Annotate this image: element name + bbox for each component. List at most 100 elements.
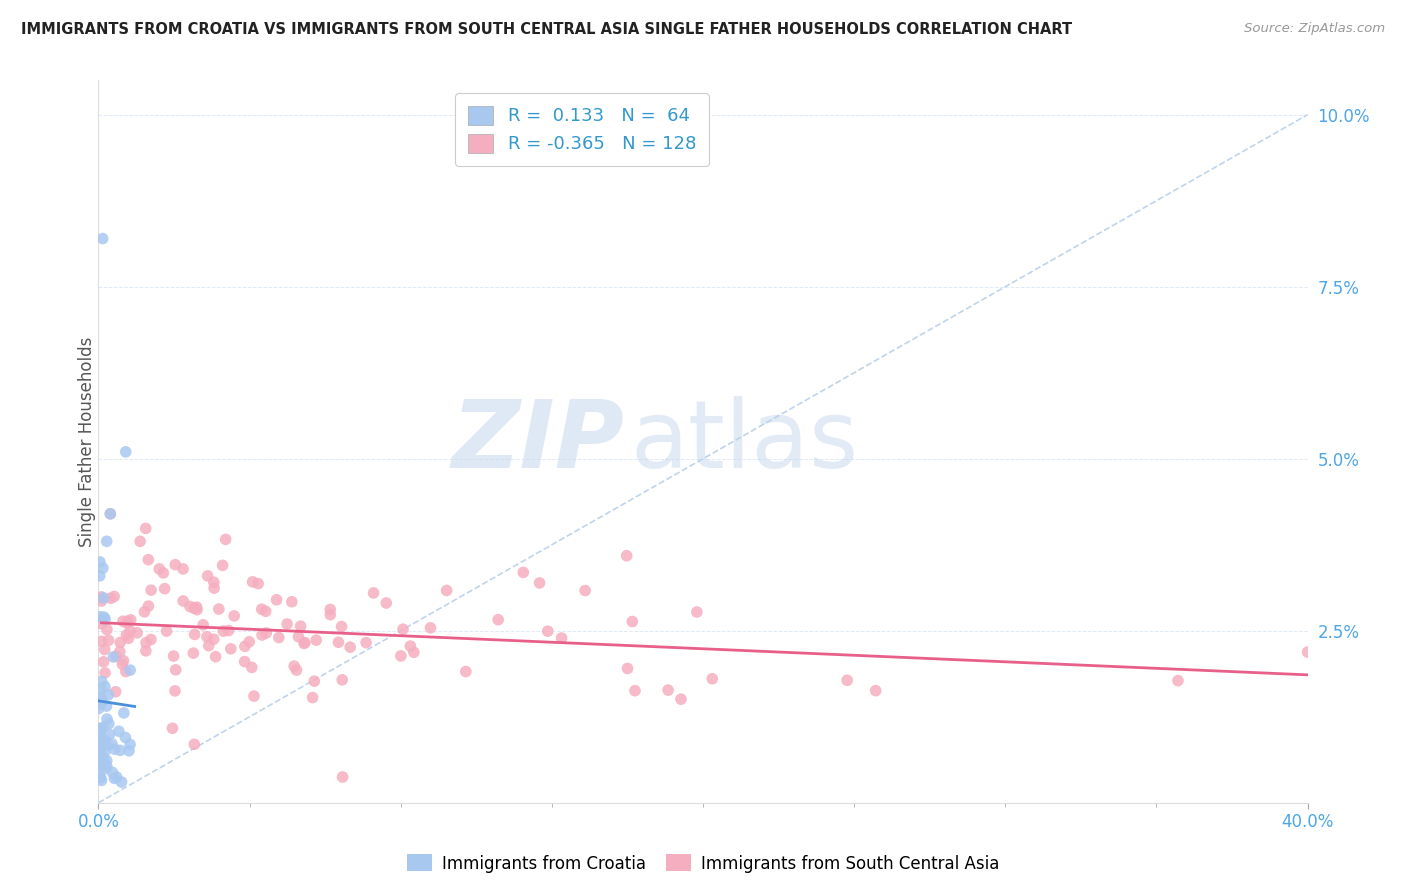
Point	[117, 614, 139, 628]
Point	[111, 614, 134, 628]
Point	[89, 569, 111, 583]
Point	[242, 574, 264, 589]
Point	[621, 615, 644, 629]
Point	[183, 627, 205, 641]
Point	[89, 690, 111, 705]
Point	[155, 624, 177, 639]
Point	[319, 607, 342, 622]
Point	[319, 602, 342, 616]
Point	[162, 648, 184, 663]
Point	[103, 772, 125, 786]
Point	[87, 743, 110, 757]
Point	[285, 663, 308, 677]
Point	[114, 665, 136, 679]
Point	[89, 729, 111, 743]
Point	[202, 632, 225, 647]
Point	[399, 639, 422, 653]
Point	[129, 534, 152, 549]
Point	[287, 630, 309, 644]
Point	[204, 649, 226, 664]
Point	[281, 595, 304, 609]
Text: IMMIGRANTS FROM CROATIA VS IMMIGRANTS FROM SOUTH CENTRAL ASIA SINGLE FATHER HOUS: IMMIGRANTS FROM CROATIA VS IMMIGRANTS FR…	[21, 22, 1073, 37]
Point	[90, 757, 112, 772]
Point	[89, 724, 111, 739]
Point	[89, 733, 111, 747]
Point	[304, 674, 326, 689]
Point	[186, 603, 208, 617]
Point	[135, 521, 157, 535]
Point	[89, 609, 111, 624]
Point	[250, 628, 273, 642]
Point	[93, 642, 115, 657]
Point	[212, 624, 235, 639]
Point	[90, 696, 112, 710]
Point	[1167, 673, 1189, 688]
Point	[89, 682, 111, 697]
Point	[191, 617, 214, 632]
Point	[332, 770, 354, 784]
Point	[402, 645, 425, 659]
Point	[111, 657, 134, 672]
Point	[103, 590, 125, 604]
Point	[96, 754, 118, 768]
Point	[120, 613, 142, 627]
Text: ZIP: ZIP	[451, 395, 624, 488]
Point	[90, 771, 112, 785]
Point	[197, 639, 219, 653]
Point	[179, 599, 201, 614]
Point	[537, 624, 560, 639]
Point	[292, 636, 315, 650]
Point	[139, 632, 162, 647]
Point	[87, 727, 110, 741]
Point	[114, 731, 136, 745]
Point	[104, 649, 127, 664]
Point	[91, 693, 114, 707]
Point	[120, 738, 142, 752]
Point	[233, 655, 256, 669]
Point	[267, 631, 290, 645]
Point	[392, 622, 415, 636]
Point	[183, 646, 205, 660]
Point	[330, 673, 353, 687]
Point	[104, 685, 127, 699]
Point	[114, 445, 136, 459]
Point	[139, 583, 162, 598]
Point	[512, 566, 534, 580]
Point	[283, 659, 305, 673]
Point	[1296, 645, 1319, 659]
Point	[93, 753, 115, 767]
Point	[94, 612, 117, 626]
Point	[98, 507, 121, 521]
Point	[183, 601, 205, 615]
Point	[186, 600, 208, 615]
Point	[172, 594, 194, 608]
Point	[112, 654, 135, 668]
Point	[90, 616, 112, 631]
Point	[574, 583, 596, 598]
Point	[657, 683, 679, 698]
Point	[153, 582, 176, 596]
Point	[254, 626, 277, 640]
Y-axis label: Single Father Households: Single Father Households	[79, 336, 96, 547]
Point	[624, 683, 647, 698]
Point	[183, 737, 205, 751]
Point	[135, 636, 157, 650]
Point	[90, 674, 112, 689]
Point	[266, 592, 288, 607]
Point	[529, 576, 551, 591]
Point	[330, 619, 353, 633]
Point	[202, 581, 225, 595]
Point	[211, 558, 233, 573]
Point	[172, 562, 194, 576]
Point	[702, 672, 724, 686]
Point	[97, 688, 120, 702]
Point	[112, 706, 135, 720]
Point	[93, 610, 115, 624]
Point	[208, 602, 231, 616]
Point	[91, 721, 114, 735]
Point	[100, 591, 122, 606]
Point	[87, 724, 110, 739]
Point	[218, 624, 240, 638]
Point	[163, 684, 186, 698]
Point	[94, 733, 117, 747]
